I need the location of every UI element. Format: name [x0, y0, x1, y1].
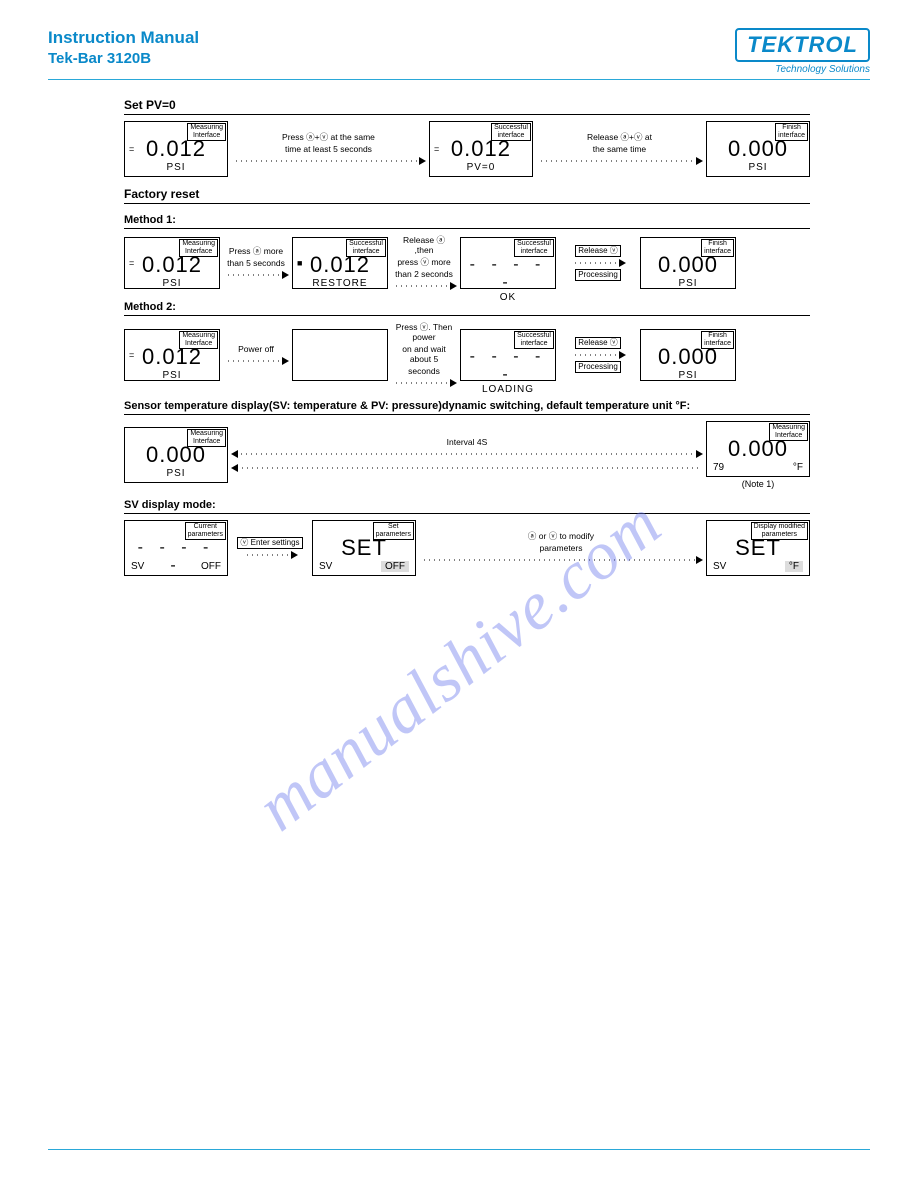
display-box: SetparametersSETSVOFF	[312, 520, 416, 576]
display-box: MeasuringInterface0.000PSI	[124, 427, 228, 483]
content: Set PV=0 MeasuringInterface=0.012PSIPres…	[48, 98, 870, 576]
box-unit: PSI	[127, 162, 225, 173]
row-svmode: Currentparameters- - - - -SVOFF ⓥ Enter s…	[124, 520, 810, 576]
box-unit: PV=0	[432, 162, 530, 173]
box-tag: Successfulinterface	[491, 123, 531, 141]
arrow: Press ⓐ morethan 5 seconds	[226, 246, 286, 280]
method1-title: Method 1:	[124, 214, 810, 229]
box-marker: =	[129, 144, 134, 154]
arrow-box-label: Release ⓥ	[575, 245, 621, 257]
box-unit: LOADING	[463, 384, 553, 395]
box-unit-row: 79°F	[713, 462, 803, 473]
box-tag: MeasuringInterface	[769, 423, 808, 441]
box-marker: =	[129, 258, 134, 268]
arrow-box-label: ⓥ Enter settings	[237, 537, 302, 549]
footer-rule	[48, 1149, 870, 1150]
arrow: Power off	[226, 344, 286, 366]
box-marker: =	[434, 144, 439, 154]
box-unit: RESTORE	[295, 278, 385, 289]
box-tag: MeasuringInterface	[179, 331, 218, 349]
header-title-1: Instruction Manual	[48, 28, 199, 48]
box-marker: =	[129, 350, 134, 360]
display-box: Display modifiedparametersSETSV°F	[706, 520, 810, 576]
box-value: - - - - -	[463, 348, 553, 384]
arrow-label: Release ⓐ+ⓥ at	[539, 132, 700, 142]
box-tag: Finishinterface	[701, 239, 734, 257]
row-method2: MeasuringInterface=0.012PSIPower offPres…	[124, 322, 810, 388]
box-value: - - - - -	[463, 256, 553, 292]
box-tag: Successfulinterface	[514, 239, 554, 257]
arrow-label: Press ⓐ+ⓥ at the same	[234, 132, 423, 142]
section-sensor-title: Sensor temperature display(SV: temperatu…	[124, 400, 810, 415]
arrow: Press ⓐ+ⓥ at the sametime at least 5 sec…	[234, 132, 423, 166]
box-tag: Successfulinterface	[514, 331, 554, 349]
arrow-label: Press ⓥ. Then power	[394, 322, 454, 342]
arrow-box-label: Release ⓥ	[575, 337, 621, 349]
arrow-label: Release ⓐ ,then	[394, 235, 454, 255]
logo-block: TEKTROL Technology Solutions	[735, 28, 870, 75]
box-unit: PSI	[127, 468, 225, 479]
display-box: Successfulinterface- - - - -LOADING	[460, 329, 556, 381]
note: (Note 1)	[742, 479, 775, 489]
display-box: MeasuringInterface=0.012PSI	[124, 237, 220, 289]
box-unit-row: SVOFF	[131, 561, 221, 572]
arrow-box-label: Processing	[575, 361, 621, 373]
section-svmode-title: SV display mode:	[124, 499, 810, 514]
box-tag: MeasuringInterface	[179, 239, 218, 257]
arrow-label: Press ⓐ more	[226, 246, 286, 256]
display-box: MeasuringInterface=0.012PSI	[124, 329, 220, 381]
arrow-label: Power off	[226, 344, 286, 354]
method2-title: Method 2:	[124, 301, 810, 316]
display-box: MeasuringInterface0.00079°F	[706, 421, 810, 477]
box-unit: PSI	[643, 278, 733, 289]
display-box: MeasuringInterface=0.012PSI	[124, 121, 228, 177]
section-setpv-title: Set PV=0	[124, 98, 810, 115]
box-tag: Finishinterface	[775, 123, 808, 141]
box-tag: Currentparameters	[185, 522, 226, 540]
logo-tagline: Technology Solutions	[735, 64, 870, 75]
logo-text: TEKTROL	[735, 28, 870, 62]
box-unit-row: SVOFF	[319, 561, 409, 572]
box-tag: Display modifiedparameters	[751, 522, 808, 540]
display-box: Finishinterface0.000PSI	[640, 237, 736, 289]
box-unit: PSI	[643, 370, 733, 381]
display-box: Successfulinterface- - - - -OK	[460, 237, 556, 289]
box-tag: MeasuringInterface	[187, 123, 226, 141]
display-box: Finishinterface0.000PSI	[706, 121, 810, 177]
arrow: ⓐ or ⓥ to modifyparameters	[422, 531, 700, 565]
page-header: Instruction Manual Tek-Bar 3120B TEKTROL…	[48, 28, 870, 80]
arrow: Release ⓥ Processing	[562, 337, 634, 373]
arrow: ⓥ Enter settings	[234, 537, 306, 560]
box-unit: OK	[463, 292, 553, 303]
arrow: Release ⓥ Processing	[562, 245, 634, 281]
arrow-label: ⓐ or ⓥ to modify	[422, 531, 700, 541]
row-method1: MeasuringInterface=0.012PSIPress ⓐ moret…	[124, 235, 810, 291]
display-box: Successfulinterface=0.012PV=0	[429, 121, 533, 177]
box-unit-row: SV°F	[713, 561, 803, 572]
arrow: Release ⓐ ,thenpress ⓥ morethan 2 second…	[394, 235, 454, 291]
arrow: Interval 4S	[234, 437, 700, 473]
display-box: Finishinterface0.000PSI	[640, 329, 736, 381]
box-marker: ■	[297, 258, 302, 268]
box-unit: PSI	[127, 278, 217, 289]
header-left: Instruction Manual Tek-Bar 3120B	[48, 28, 199, 67]
arrow-label: Interval 4S	[234, 437, 700, 447]
row-sensor: MeasuringInterface0.000PSI Interval 4S Mea…	[124, 421, 810, 489]
arrow-box-label: Processing	[575, 269, 621, 281]
arrow: Release ⓐ+ⓥ atthe same time	[539, 132, 700, 166]
arrow: Press ⓥ. Then poweron and wait about 5se…	[394, 322, 454, 388]
box-tag: Setparameters	[373, 522, 414, 540]
box-unit: PSI	[127, 370, 217, 381]
display-box	[292, 329, 388, 381]
section-factory-title: Factory reset	[124, 187, 810, 204]
display-box: Currentparameters- - - - -SVOFF	[124, 520, 228, 576]
display-box: Successfulinterface■0.012RESTORE	[292, 237, 388, 289]
box-unit: PSI	[709, 162, 807, 173]
header-title-2: Tek-Bar 3120B	[48, 50, 199, 67]
row-setpv: MeasuringInterface=0.012PSIPress ⓐ+ⓥ at …	[124, 121, 810, 177]
box-tag: Finishinterface	[701, 331, 734, 349]
box-tag: MeasuringInterface	[187, 429, 226, 447]
box-tag: Successfulinterface	[346, 239, 386, 257]
